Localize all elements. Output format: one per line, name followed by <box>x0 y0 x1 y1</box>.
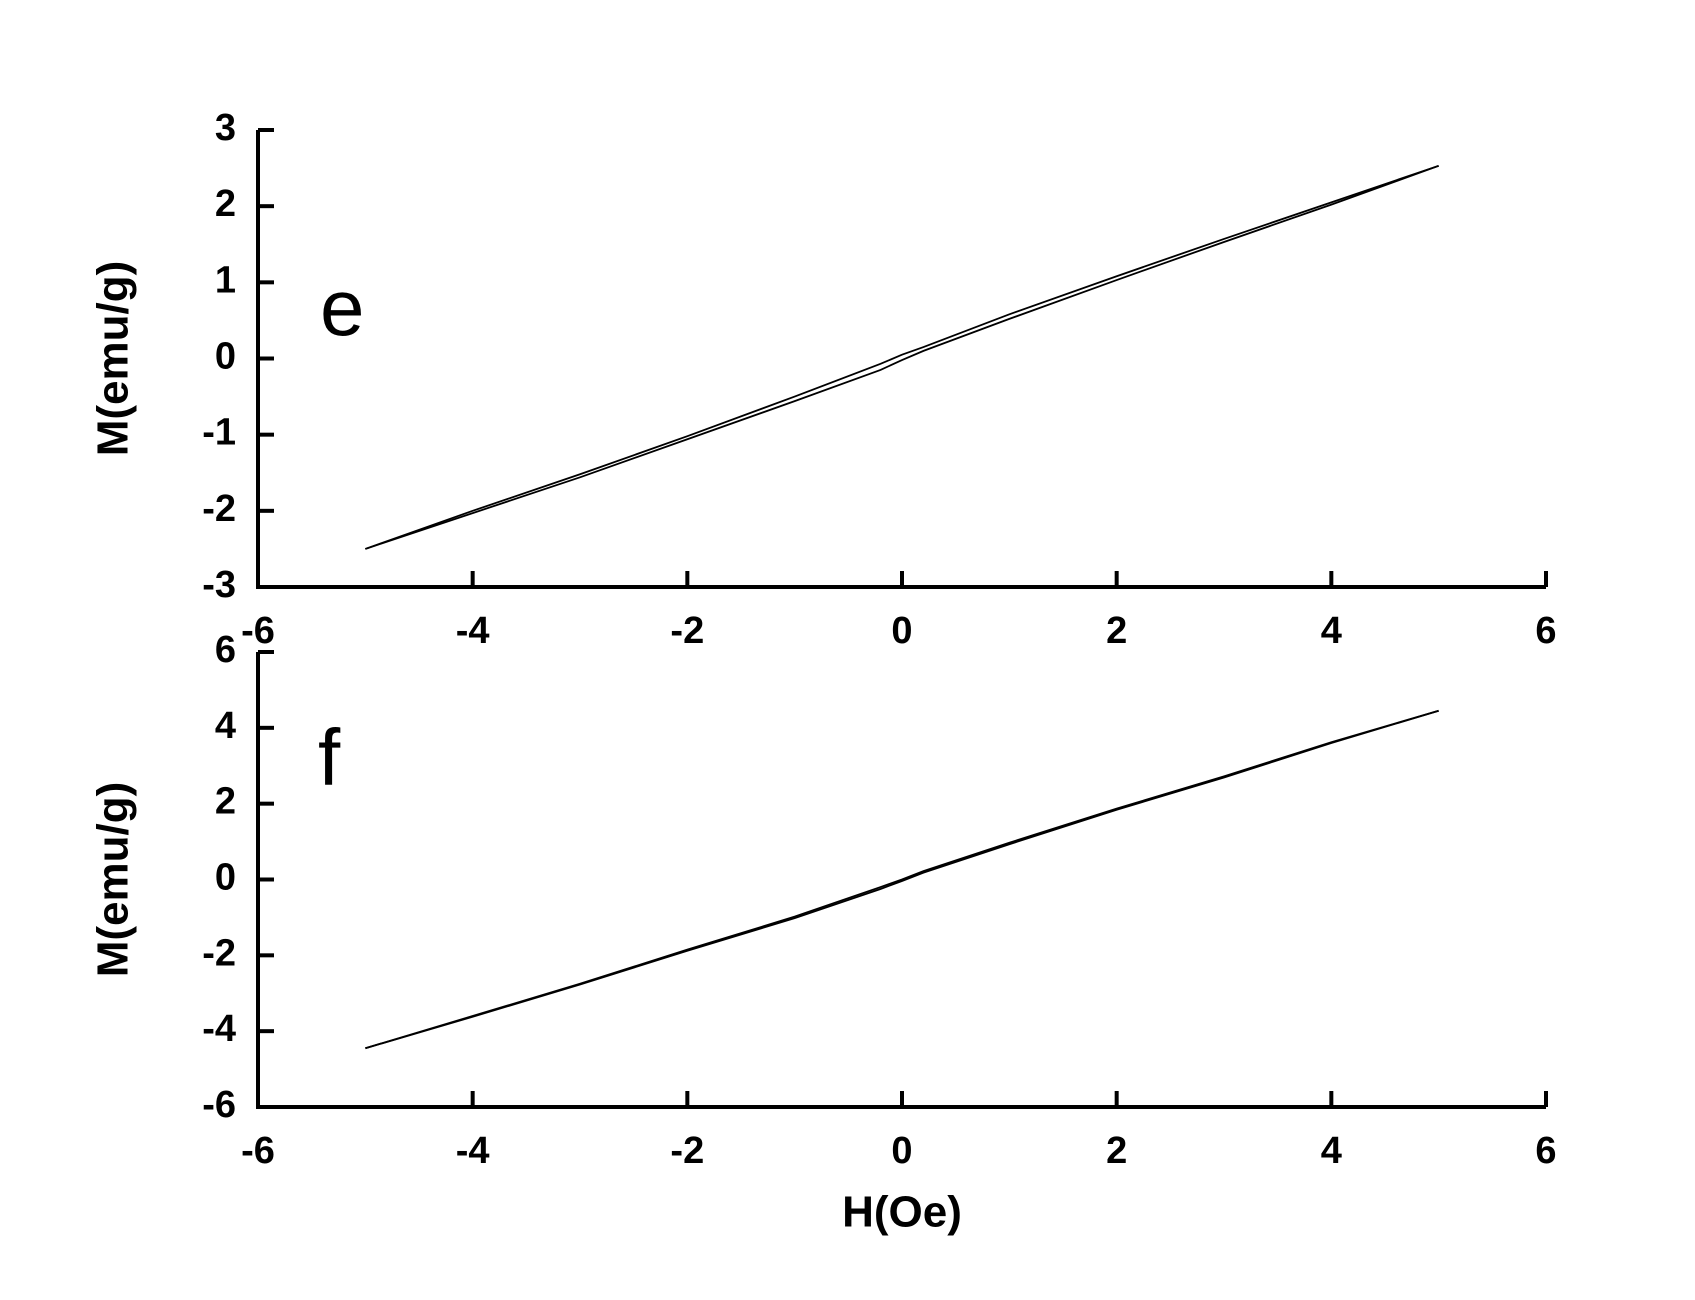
y-axis-label: M(emu/g) <box>89 782 138 978</box>
y-tick-label: 0 <box>215 857 236 899</box>
y-tick-label: 3 <box>215 107 236 149</box>
y-tick-label: 2 <box>215 781 236 823</box>
y-tick-label: -3 <box>202 564 236 606</box>
x-tick-label: 2 <box>1106 610 1127 652</box>
y-tick-label: 1 <box>215 259 236 301</box>
y-axis-label: M(emu/g) <box>89 261 138 457</box>
y-tick-label: -2 <box>202 932 236 974</box>
data-line <box>365 709 1439 1050</box>
y-tick-label: 4 <box>215 705 236 747</box>
y-tick-label: -2 <box>202 488 236 530</box>
y-tick-label: 0 <box>215 336 236 378</box>
x-tick-label: 4 <box>1321 610 1342 652</box>
panel-label: f <box>318 713 341 802</box>
x-tick-label: 6 <box>1535 1130 1556 1172</box>
x-tick-label: 6 <box>1535 610 1556 652</box>
x-tick-label: 4 <box>1321 1130 1342 1172</box>
x-tick-label: -2 <box>670 610 704 652</box>
y-tick-label: -4 <box>202 1008 236 1050</box>
data-line <box>365 164 1439 550</box>
x-tick-label: 0 <box>891 610 912 652</box>
x-tick-label: -6 <box>241 1130 275 1172</box>
y-tick-label: -1 <box>202 412 236 454</box>
x-tick-label: 0 <box>891 1130 912 1172</box>
x-tick-label: -4 <box>456 1130 490 1172</box>
y-tick-label: -6 <box>202 1084 236 1126</box>
x-axis-label: H(Oe) <box>842 1188 962 1237</box>
data-line <box>365 164 1439 550</box>
x-tick-label: -6 <box>241 610 275 652</box>
y-tick-label: 6 <box>215 629 236 671</box>
x-tick-label: 2 <box>1106 1130 1127 1172</box>
y-tick-label: 2 <box>215 183 236 225</box>
x-tick-label: -2 <box>670 1130 704 1172</box>
panel-label: e <box>320 263 365 352</box>
x-tick-label: -4 <box>456 610 490 652</box>
data-line <box>365 709 1439 1050</box>
